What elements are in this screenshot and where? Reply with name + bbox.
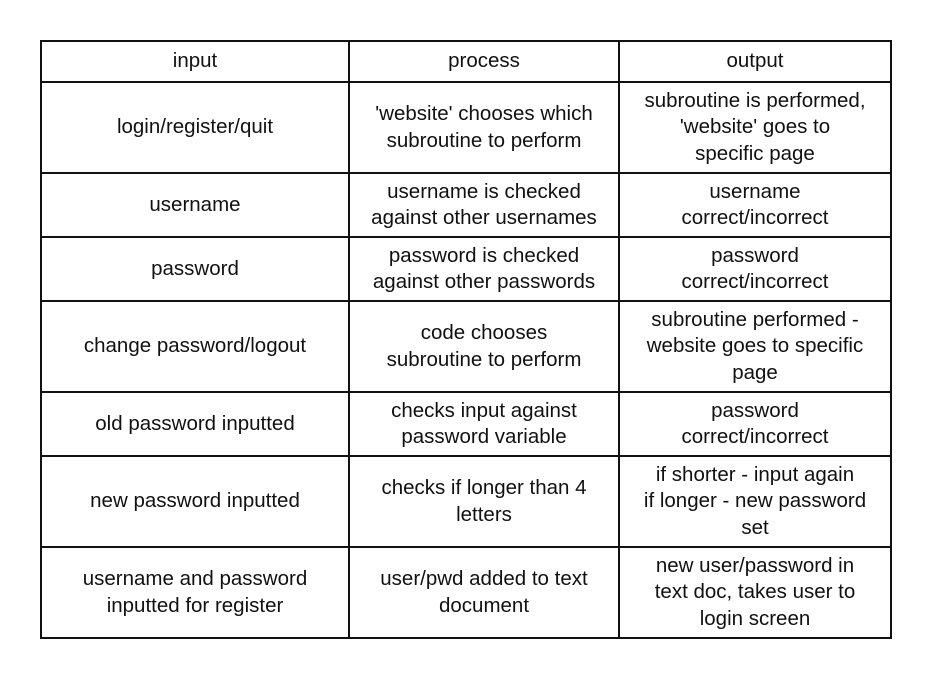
cell-process: user/pwd added to text document: [348, 546, 620, 639]
cell-input: change password/logout: [40, 300, 350, 393]
cell-input: username and password inputted for regis…: [40, 546, 350, 639]
header-output: output: [618, 40, 892, 83]
header-row: input process output: [40, 40, 892, 83]
cell-output: subroutine is performed, 'website' goes …: [618, 81, 892, 174]
table-row: login/register/quit 'website' chooses wh…: [40, 81, 892, 174]
table-row: username username is checked against oth…: [40, 172, 892, 238]
cell-process: checks if longer than 4 letters: [348, 455, 620, 548]
table-row: change password/logout code chooses subr…: [40, 300, 892, 393]
cell-input: old password inputted: [40, 391, 350, 457]
cell-input: username: [40, 172, 350, 238]
table-body: login/register/quit 'website' chooses wh…: [40, 81, 892, 639]
cell-process: checks input against password variable: [348, 391, 620, 457]
table-row: old password inputted checks input again…: [40, 391, 892, 457]
cell-process: password is checked against other passwo…: [348, 236, 620, 302]
cell-input: new password inputted: [40, 455, 350, 548]
cell-process: 'website' chooses which subroutine to pe…: [348, 81, 620, 174]
cell-output: new user/password in text doc, takes use…: [618, 546, 892, 639]
table-header: input process output: [40, 40, 892, 83]
cell-output: username correct/incorrect: [618, 172, 892, 238]
cell-output: password correct/incorrect: [618, 391, 892, 457]
table-row: new password inputted checks if longer t…: [40, 455, 892, 548]
cell-input: login/register/quit: [40, 81, 350, 174]
table-row: password password is checked against oth…: [40, 236, 892, 302]
cell-output: password correct/incorrect: [618, 236, 892, 302]
cell-input: password: [40, 236, 350, 302]
table-row: username and password inputted for regis…: [40, 546, 892, 639]
cell-process: username is checked against other userna…: [348, 172, 620, 238]
cell-output: if shorter - input again if longer - new…: [618, 455, 892, 548]
header-process: process: [348, 40, 620, 83]
cell-process: code chooses subroutine to perform: [348, 300, 620, 393]
ipo-table: input process output login/register/quit…: [40, 40, 892, 639]
cell-output: subroutine performed - website goes to s…: [618, 300, 892, 393]
header-input: input: [40, 40, 350, 83]
